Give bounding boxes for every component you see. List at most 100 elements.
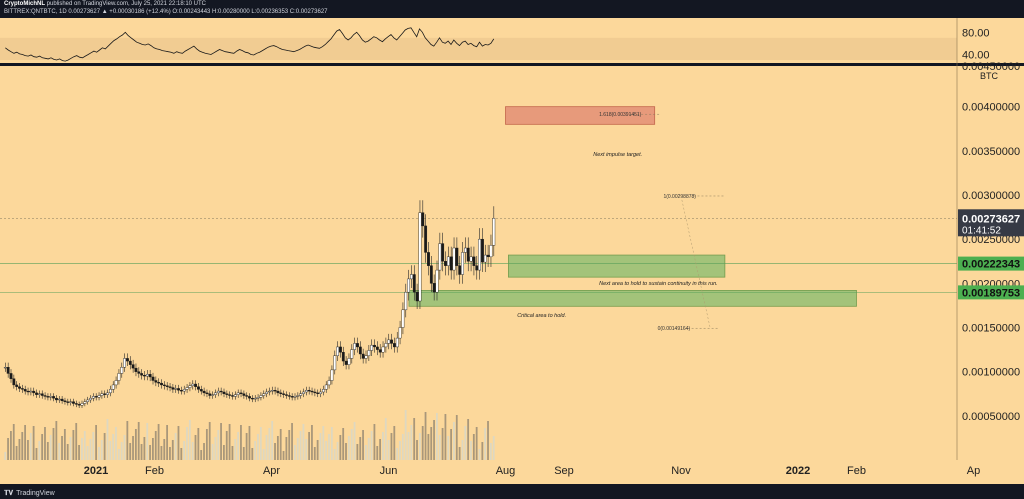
candle xyxy=(319,391,322,394)
volume-bar xyxy=(163,439,166,460)
time-axis[interactable]: 2021 Feb Apr Jun Aug Sep Nov 2022 Feb Ap xyxy=(0,460,1024,484)
time-tick-label: 2021 xyxy=(84,465,108,477)
volume-bar xyxy=(296,438,299,460)
volume-bar xyxy=(467,419,470,460)
candle xyxy=(293,396,297,398)
volume-bar xyxy=(257,434,259,460)
volume-bar xyxy=(191,442,194,460)
candle xyxy=(72,401,75,404)
volume-bar xyxy=(424,412,427,460)
volume-bar xyxy=(356,444,359,460)
zone-critical xyxy=(408,289,857,307)
candle xyxy=(310,390,314,393)
volume-bar xyxy=(367,438,370,460)
candle xyxy=(361,353,365,359)
volume-bar xyxy=(72,430,75,460)
candle xyxy=(262,393,266,396)
volume-bar xyxy=(481,442,484,460)
candle xyxy=(77,404,81,406)
volume-bar xyxy=(29,433,32,460)
volume-bar xyxy=(123,435,126,460)
volume-bar xyxy=(194,435,197,460)
price-tick-label: 0.00400000 xyxy=(962,102,1020,114)
rsi-tick-label: 80.00 xyxy=(962,27,990,39)
candle xyxy=(140,373,144,376)
zone-hold xyxy=(508,254,726,278)
candle xyxy=(410,274,413,280)
candle xyxy=(32,390,36,394)
volume-bar xyxy=(259,427,262,460)
candle xyxy=(461,252,464,275)
volume-bar xyxy=(489,443,492,460)
volume-bar xyxy=(106,419,109,460)
last-price-tag xyxy=(958,209,1024,237)
volume-bar xyxy=(433,420,435,460)
volume-bar xyxy=(447,436,450,460)
zone-target xyxy=(505,106,656,125)
price-countdown: 01:41:52 xyxy=(962,225,1001,236)
volume-bar xyxy=(10,431,12,460)
volume-bar xyxy=(58,443,61,460)
volume-bar xyxy=(322,426,325,460)
candle xyxy=(63,400,67,402)
volume-bar xyxy=(427,434,430,460)
volume-bar xyxy=(177,426,180,460)
volume-bar xyxy=(396,448,399,460)
volume-bar xyxy=(268,428,271,460)
volume-bar xyxy=(455,415,458,460)
volume-bar xyxy=(444,414,447,460)
volume-bar xyxy=(78,445,80,460)
candle xyxy=(415,291,419,302)
fib-label: 0(0.00149164) xyxy=(658,326,691,332)
candle xyxy=(126,358,129,362)
candle xyxy=(299,393,303,396)
price-tick-label: 0.00300000 xyxy=(962,190,1020,202)
volume-bar xyxy=(438,435,441,460)
candle xyxy=(117,373,121,381)
candle xyxy=(390,339,393,344)
volume-bar xyxy=(430,427,433,460)
candle xyxy=(111,384,115,390)
fib-label: 1.618(0.00391451) xyxy=(599,112,642,118)
candle xyxy=(418,212,422,302)
candle xyxy=(219,390,223,393)
volume-bar xyxy=(453,422,455,460)
candle xyxy=(216,390,220,394)
volume-bar xyxy=(359,437,362,460)
candle xyxy=(197,386,200,390)
volume-bar xyxy=(362,430,364,460)
candle xyxy=(387,339,391,344)
volume-bar xyxy=(413,418,416,460)
volume-bar xyxy=(32,426,35,460)
candle xyxy=(202,390,206,394)
candle xyxy=(469,256,473,262)
volume-bar xyxy=(109,441,112,460)
candle xyxy=(464,247,467,253)
candle xyxy=(265,391,269,394)
volume-bar xyxy=(418,433,421,460)
candle xyxy=(356,343,359,348)
volume-bar xyxy=(302,424,305,460)
volume-bar xyxy=(197,428,200,460)
volume-bar xyxy=(404,410,407,460)
volume-bar xyxy=(152,438,154,460)
author-name[interactable]: CryptoMichNL xyxy=(4,1,45,7)
candle xyxy=(259,395,263,398)
fib-label: 1(0.00298878) xyxy=(663,194,696,200)
annotation-text: Next impulse target. xyxy=(593,152,642,158)
last-price-value: 0.00273627 xyxy=(962,213,1020,225)
volume-bar xyxy=(370,431,373,460)
candle xyxy=(429,265,433,284)
candle xyxy=(12,378,16,386)
annotation-text: Critical area to hold. xyxy=(517,313,566,319)
candle xyxy=(270,390,274,392)
candle xyxy=(489,245,493,258)
tradingview-brand[interactable]: 𝐓𝐕 TradingView xyxy=(4,490,55,498)
volume-bar xyxy=(245,433,248,460)
candle xyxy=(316,392,320,394)
volume-bar xyxy=(242,447,245,460)
volume-bar xyxy=(308,432,311,460)
candle xyxy=(91,396,95,399)
